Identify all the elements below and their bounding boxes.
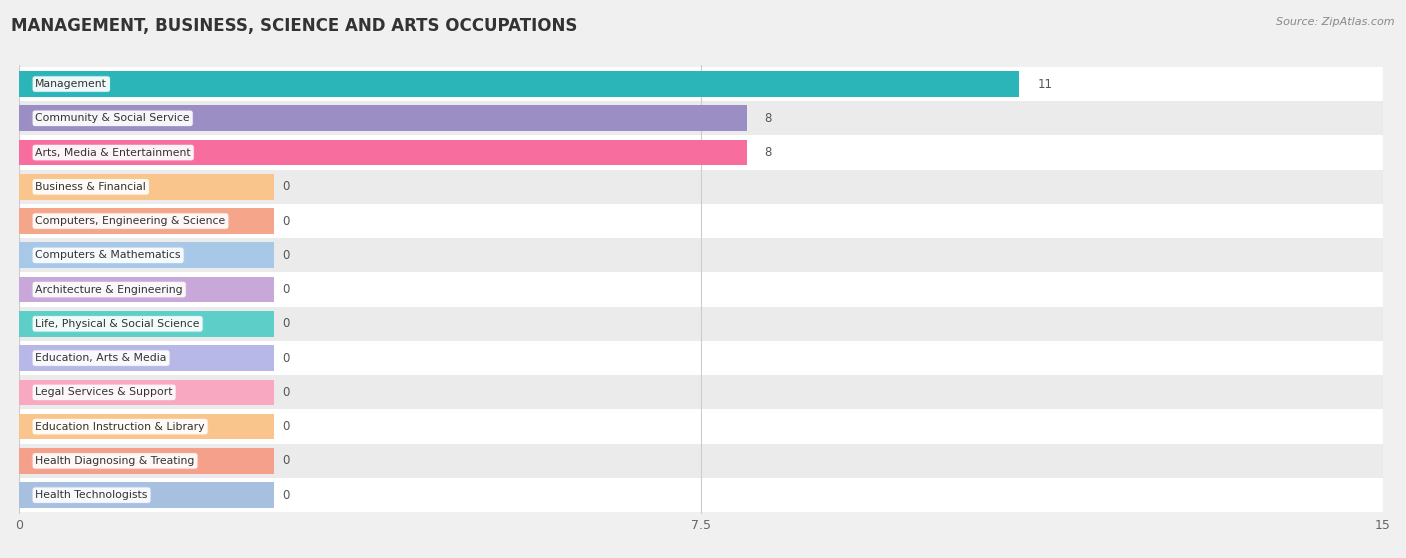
Bar [20, 238, 1384, 272]
Bar [20, 341, 1384, 375]
Text: Management: Management [35, 79, 107, 89]
Bar [20, 375, 1384, 410]
Bar [20, 410, 1384, 444]
Text: Health Diagnosing & Treating: Health Diagnosing & Treating [35, 456, 195, 466]
Text: Education Instruction & Library: Education Instruction & Library [35, 422, 205, 432]
Bar [20, 243, 274, 268]
Bar [20, 136, 1384, 170]
Bar [20, 67, 1384, 101]
Text: 0: 0 [283, 420, 290, 433]
Text: Life, Physical & Social Science: Life, Physical & Social Science [35, 319, 200, 329]
Bar [20, 105, 747, 131]
Bar [20, 204, 1384, 238]
Bar [20, 272, 1384, 307]
Bar [20, 170, 1384, 204]
Text: Arts, Media & Entertainment: Arts, Media & Entertainment [35, 147, 191, 157]
Text: Education, Arts & Media: Education, Arts & Media [35, 353, 167, 363]
Text: Source: ZipAtlas.com: Source: ZipAtlas.com [1277, 17, 1395, 27]
Text: Community & Social Service: Community & Social Service [35, 113, 190, 123]
Text: 0: 0 [283, 318, 290, 330]
Bar [20, 478, 1384, 512]
Bar [20, 379, 274, 405]
Text: Computers, Engineering & Science: Computers, Engineering & Science [35, 216, 225, 226]
Text: 0: 0 [283, 249, 290, 262]
Bar [20, 174, 274, 200]
Bar [20, 307, 1384, 341]
Bar [20, 277, 274, 302]
Text: Business & Financial: Business & Financial [35, 182, 146, 192]
Text: 11: 11 [1038, 78, 1053, 90]
Text: 0: 0 [283, 489, 290, 502]
Bar [20, 311, 274, 336]
Text: 0: 0 [283, 283, 290, 296]
Bar [20, 208, 274, 234]
Bar [20, 71, 1019, 97]
Bar [20, 448, 274, 474]
Text: Architecture & Engineering: Architecture & Engineering [35, 285, 183, 295]
Text: Computers & Mathematics: Computers & Mathematics [35, 251, 181, 261]
Text: 8: 8 [765, 112, 772, 125]
Text: MANAGEMENT, BUSINESS, SCIENCE AND ARTS OCCUPATIONS: MANAGEMENT, BUSINESS, SCIENCE AND ARTS O… [11, 17, 578, 35]
Text: 8: 8 [765, 146, 772, 159]
Bar [20, 345, 274, 371]
Text: Health Technologists: Health Technologists [35, 490, 148, 500]
Text: 0: 0 [283, 386, 290, 399]
Text: 0: 0 [283, 352, 290, 364]
Text: 0: 0 [283, 180, 290, 193]
Text: 0: 0 [283, 454, 290, 468]
Bar [20, 482, 274, 508]
Bar [20, 101, 1384, 136]
Text: 0: 0 [283, 215, 290, 228]
Bar [20, 414, 274, 440]
Bar [20, 140, 747, 165]
Text: Legal Services & Support: Legal Services & Support [35, 387, 173, 397]
Bar [20, 444, 1384, 478]
